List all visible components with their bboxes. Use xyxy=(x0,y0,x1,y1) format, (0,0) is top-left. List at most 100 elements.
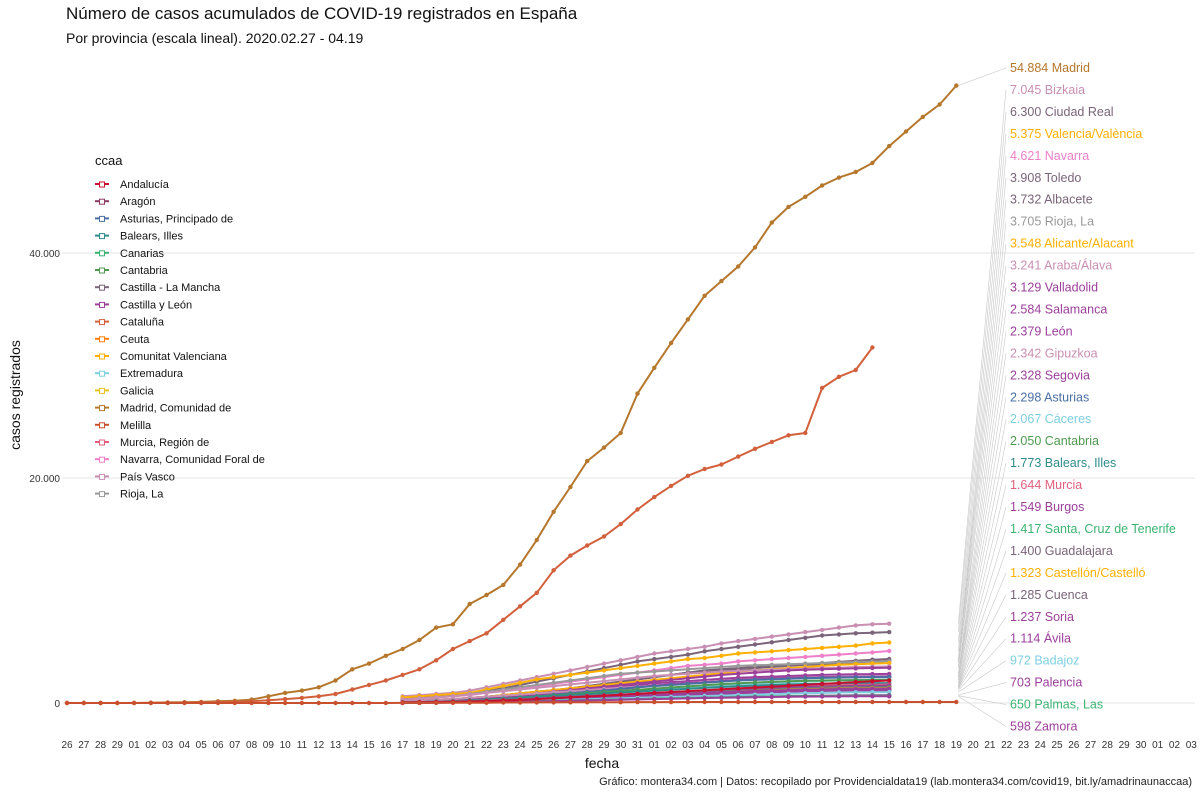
data-point xyxy=(903,129,909,134)
series-line xyxy=(402,660,890,701)
data-point xyxy=(870,622,875,627)
data-point xyxy=(635,675,640,680)
data-point xyxy=(702,695,707,701)
data-point xyxy=(719,699,724,705)
x-tick-label: 21 xyxy=(464,740,476,751)
data-point xyxy=(836,374,842,379)
leader-line xyxy=(958,550,1007,688)
data-point xyxy=(887,629,892,635)
x-tick-label: 15 xyxy=(884,740,896,751)
data-point xyxy=(702,644,707,649)
x-tick-label: 06 xyxy=(212,740,224,751)
data-point xyxy=(870,160,875,166)
x-tick-label: 15 xyxy=(363,740,375,751)
data-point xyxy=(887,143,892,149)
leader-line xyxy=(958,696,1007,727)
end-label: 1.285 Cuenca xyxy=(1010,588,1088,602)
legend-label: Rioja, La xyxy=(120,489,164,501)
data-point xyxy=(450,700,456,705)
data-point xyxy=(400,700,405,706)
data-point xyxy=(585,680,590,685)
end-label: 1.773 Balears, Illes xyxy=(1010,456,1116,470)
data-point xyxy=(618,677,623,682)
data-point xyxy=(786,433,791,438)
data-point xyxy=(585,700,590,705)
x-tick-label: 16 xyxy=(380,740,392,751)
legend-marker xyxy=(99,370,105,377)
end-label: 1.237 Soria xyxy=(1010,610,1074,624)
data-point xyxy=(803,646,808,652)
data-point xyxy=(366,700,372,706)
data-point xyxy=(182,700,187,706)
data-point xyxy=(517,562,523,567)
data-point xyxy=(534,700,539,705)
legend-label: Andalucía xyxy=(120,179,170,191)
data-point xyxy=(836,652,842,657)
data-point xyxy=(417,700,422,706)
legend-item: Madrid, Comunidad de xyxy=(95,403,231,415)
end-label: 1.323 Castellón/Castelló xyxy=(1010,566,1146,580)
x-tick-label: 01 xyxy=(649,740,661,751)
x-tick-label: 19 xyxy=(431,740,443,751)
data-point xyxy=(736,644,741,649)
data-point xyxy=(786,632,791,637)
data-point xyxy=(232,700,237,706)
data-point xyxy=(836,175,842,180)
leader-line xyxy=(958,463,1007,684)
data-point xyxy=(165,700,170,706)
legend-item: Andalucía xyxy=(95,179,170,191)
data-point xyxy=(887,699,892,705)
x-tick-label: 26 xyxy=(548,740,560,751)
data-point xyxy=(719,672,724,678)
data-point xyxy=(803,629,808,635)
data-point xyxy=(786,668,791,673)
leader-line xyxy=(958,616,1007,690)
leader-line xyxy=(958,682,1007,696)
data-point xyxy=(668,699,674,705)
data-point xyxy=(434,658,439,663)
data-point xyxy=(635,507,640,512)
data-point xyxy=(450,646,456,652)
leader-line xyxy=(958,572,1007,689)
data-point xyxy=(635,691,640,696)
data-point xyxy=(752,658,758,663)
data-point xyxy=(769,669,774,674)
data-point xyxy=(736,638,741,644)
x-tick-label: 14 xyxy=(347,740,359,751)
data-point xyxy=(501,582,506,588)
x-tick-label: 21 xyxy=(984,740,996,751)
end-label: 5.375 Valencia/València xyxy=(1010,127,1142,141)
data-point xyxy=(887,694,892,699)
leader-line xyxy=(958,528,1007,688)
data-point xyxy=(585,676,590,681)
data-point xyxy=(568,700,573,705)
x-tick-label: 09 xyxy=(783,740,795,751)
legend-label: País Vasco xyxy=(120,471,175,483)
data-point xyxy=(585,543,590,548)
legend-item: Cataluña xyxy=(95,317,165,329)
x-tick-label: 22 xyxy=(481,740,493,751)
data-point xyxy=(819,645,825,651)
data-point xyxy=(803,667,808,672)
legend-label: Castilla - La Mancha xyxy=(120,282,221,294)
data-point xyxy=(752,699,758,705)
data-point xyxy=(249,700,254,706)
end-labels: 54.884 Madrid 7.045 Bizkaia 6.300 Ciudad R… xyxy=(1010,61,1176,734)
data-point xyxy=(752,446,758,451)
data-point xyxy=(887,665,892,670)
data-point xyxy=(887,621,892,626)
data-point xyxy=(719,687,724,692)
data-point xyxy=(853,699,858,705)
data-point xyxy=(350,687,355,692)
data-point xyxy=(819,627,825,633)
data-point xyxy=(920,699,925,705)
legend: ccaa Andalucía Aragón Asturias, Principado … xyxy=(95,153,265,501)
data-point xyxy=(769,684,774,689)
x-tick-label: 28 xyxy=(1102,740,1114,751)
data-point xyxy=(467,601,472,607)
data-point xyxy=(501,617,506,622)
data-point xyxy=(769,662,774,667)
legend-item: Aragón xyxy=(95,196,155,208)
data-point xyxy=(836,680,842,686)
data-point xyxy=(702,688,707,693)
